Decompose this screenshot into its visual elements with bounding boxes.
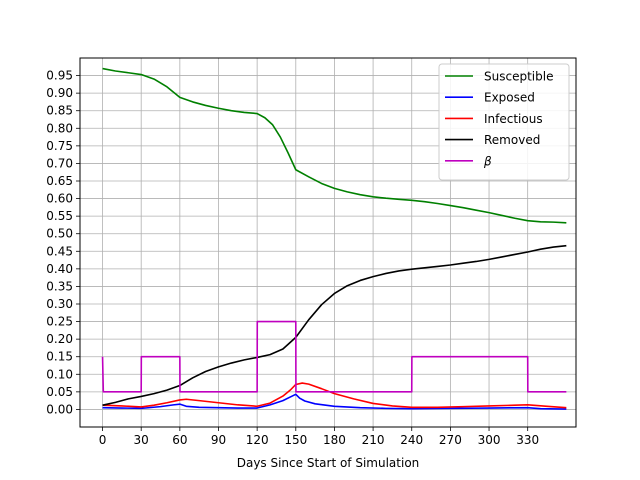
y-tick-label: 0.40 — [46, 262, 73, 276]
legend-label: Infectious — [484, 112, 543, 126]
y-tick-label: 0.35 — [46, 279, 73, 293]
x-tick-label: 60 — [172, 433, 187, 447]
y-tick-label: 0.50 — [46, 227, 73, 241]
series-line-4 — [101, 320, 567, 393]
series-group — [101, 67, 567, 410]
y-tick-label: 0.95 — [46, 69, 73, 83]
y-ticks: 0.00 0.05 0.10 0.15 0.20 0.25 0.30 0.35 0.40 0.45… — [46, 69, 80, 416]
x-tick-label: 270 — [439, 433, 462, 447]
x-axis-label: Days Since Start of Simulation — [237, 456, 420, 470]
plot-frame — [79, 57, 577, 428]
x-tick-label: 210 — [362, 433, 385, 447]
series-line-2 — [102, 382, 567, 409]
legend-label: Removed — [484, 133, 540, 147]
legend-box — [438, 63, 570, 181]
y-tick-label: 0.30 — [46, 297, 73, 311]
y-tick-label: 0.60 — [46, 192, 73, 206]
legend-label: Exposed — [484, 91, 535, 105]
x-tick-label: 180 — [323, 433, 346, 447]
legend-label: β — [483, 154, 492, 168]
grid — [80, 58, 576, 427]
legend: Susceptible Exposed Infectious Removed β — [438, 63, 570, 181]
x-tick-label: 0 — [99, 433, 107, 447]
x-tick-label: 30 — [134, 433, 149, 447]
x-ticks: 0 30 60 90 120 150 180 210 240 270 300 330 — [99, 427, 539, 447]
y-tick-label: 0.80 — [46, 121, 73, 135]
y-tick-label: 0.05 — [46, 385, 73, 399]
y-tick-label: 0.70 — [46, 156, 73, 170]
x-tick-label: 300 — [478, 433, 501, 447]
y-tick-label: 0.45 — [46, 244, 73, 258]
y-tick-label: 0.10 — [46, 367, 73, 381]
y-tick-label: 0.90 — [46, 86, 73, 100]
y-tick-label: 0.65 — [46, 174, 73, 188]
legend-label: Susceptible — [484, 70, 553, 84]
y-tick-label: 0.75 — [46, 139, 73, 153]
x-tick-label: 330 — [516, 433, 539, 447]
y-tick-label: 0.25 — [46, 315, 73, 329]
x-tick-label: 120 — [246, 433, 269, 447]
series-line-1 — [102, 393, 567, 410]
y-tick-label: 0.15 — [46, 350, 73, 364]
y-tick-label: 0.55 — [46, 209, 73, 223]
y-tick-label: 0.85 — [46, 104, 73, 118]
series-line-0 — [102, 67, 567, 224]
x-tick-label: 90 — [211, 433, 226, 447]
x-tick-label: 150 — [284, 433, 307, 447]
y-tick-label: 0.00 — [46, 402, 73, 416]
x-tick-label: 240 — [400, 433, 423, 447]
y-tick-label: 0.20 — [46, 332, 73, 346]
